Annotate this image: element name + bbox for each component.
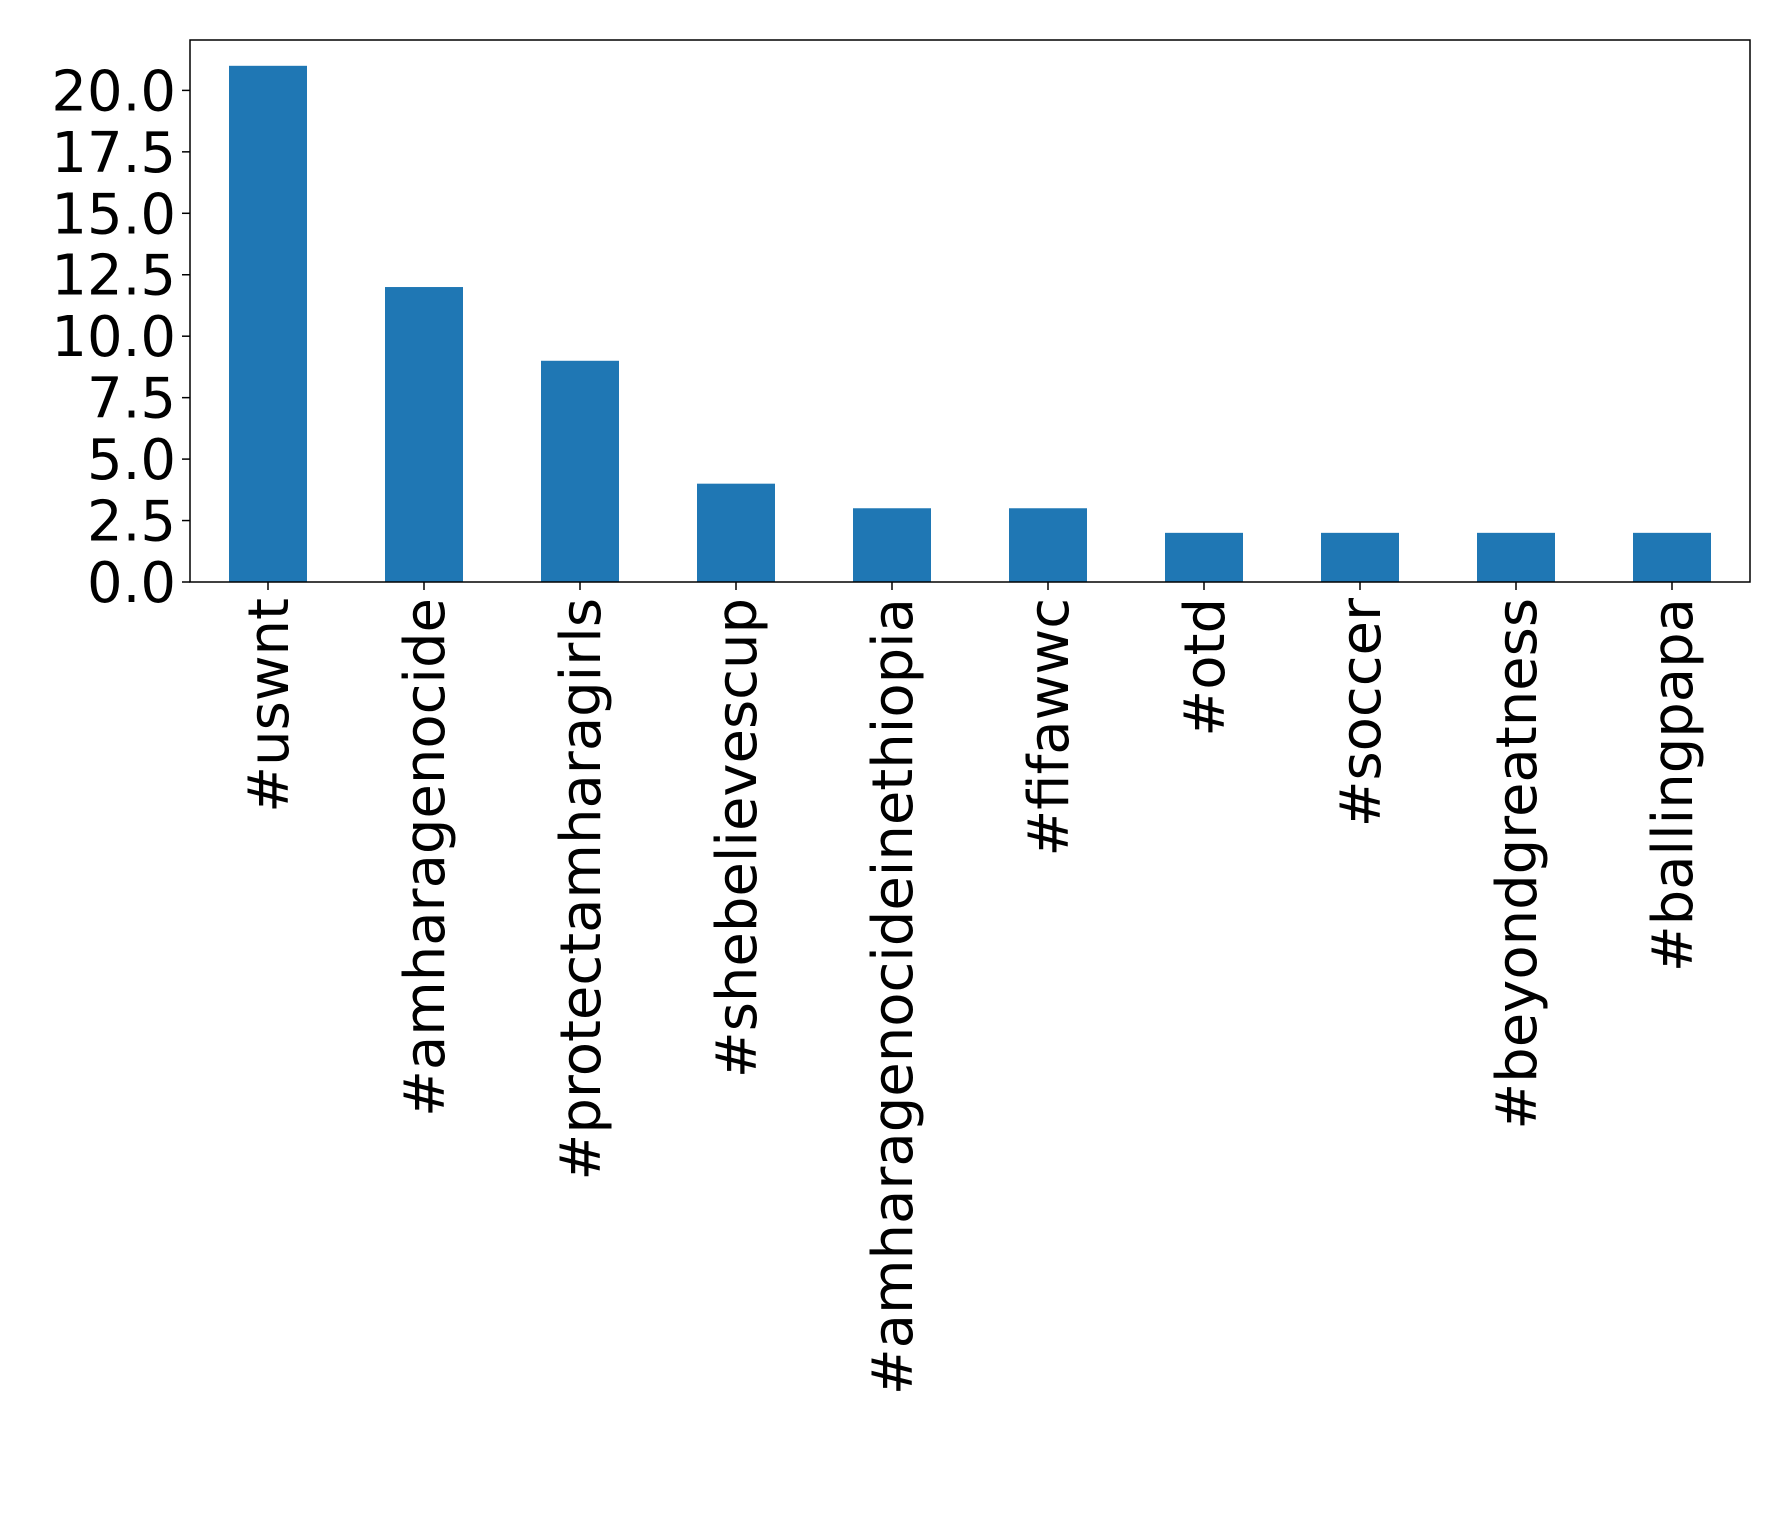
y-tick-label: 2.5: [87, 490, 176, 555]
bar: [1633, 532, 1711, 582]
plot-frame: [189, 39, 1751, 583]
x-tick-label: #beyondgreatness: [1485, 598, 1550, 1130]
bar: [385, 287, 463, 582]
x-axis: #uswnt #amharagenocide #protectamharagirls…: [237, 582, 1706, 1395]
y-tick-label: 7.5: [87, 367, 176, 432]
bar: [1165, 532, 1243, 582]
bar: [541, 360, 619, 582]
y-tick-label: 5.0: [87, 428, 176, 493]
bar: [1009, 508, 1087, 582]
y-tick-label: 15.0: [51, 182, 176, 247]
x-tick-label: #protectamharagirls: [549, 598, 614, 1181]
bars-layer: [229, 65, 1711, 583]
x-tick-label: #uswnt: [237, 598, 302, 813]
y-tick-label: 17.5: [51, 121, 176, 186]
x-tick-label: #otd: [1173, 598, 1238, 737]
x-tick-label: #ballingpapa: [1641, 598, 1706, 972]
bar: [853, 508, 931, 582]
bar: [697, 483, 775, 582]
y-tick-label: 0.0: [87, 551, 176, 616]
x-tick-label: #amharagenocideinethiopia: [861, 598, 926, 1395]
bar: [1477, 532, 1555, 582]
bar: [229, 65, 307, 583]
y-tick-label: 20.0: [51, 59, 176, 124]
x-tick-label: #soccer: [1329, 597, 1394, 827]
y-tick-label: 12.5: [51, 244, 176, 309]
x-tick-label: #shebelievescup: [705, 598, 770, 1078]
x-tick-label: #fifawwc: [1017, 598, 1082, 857]
y-axis: 0.02.55.07.510.012.515.017.520.0: [51, 59, 190, 616]
x-tick-label: #amharagenocide: [393, 598, 458, 1117]
y-tick-label: 10.0: [51, 305, 176, 370]
bar: [1321, 532, 1399, 582]
